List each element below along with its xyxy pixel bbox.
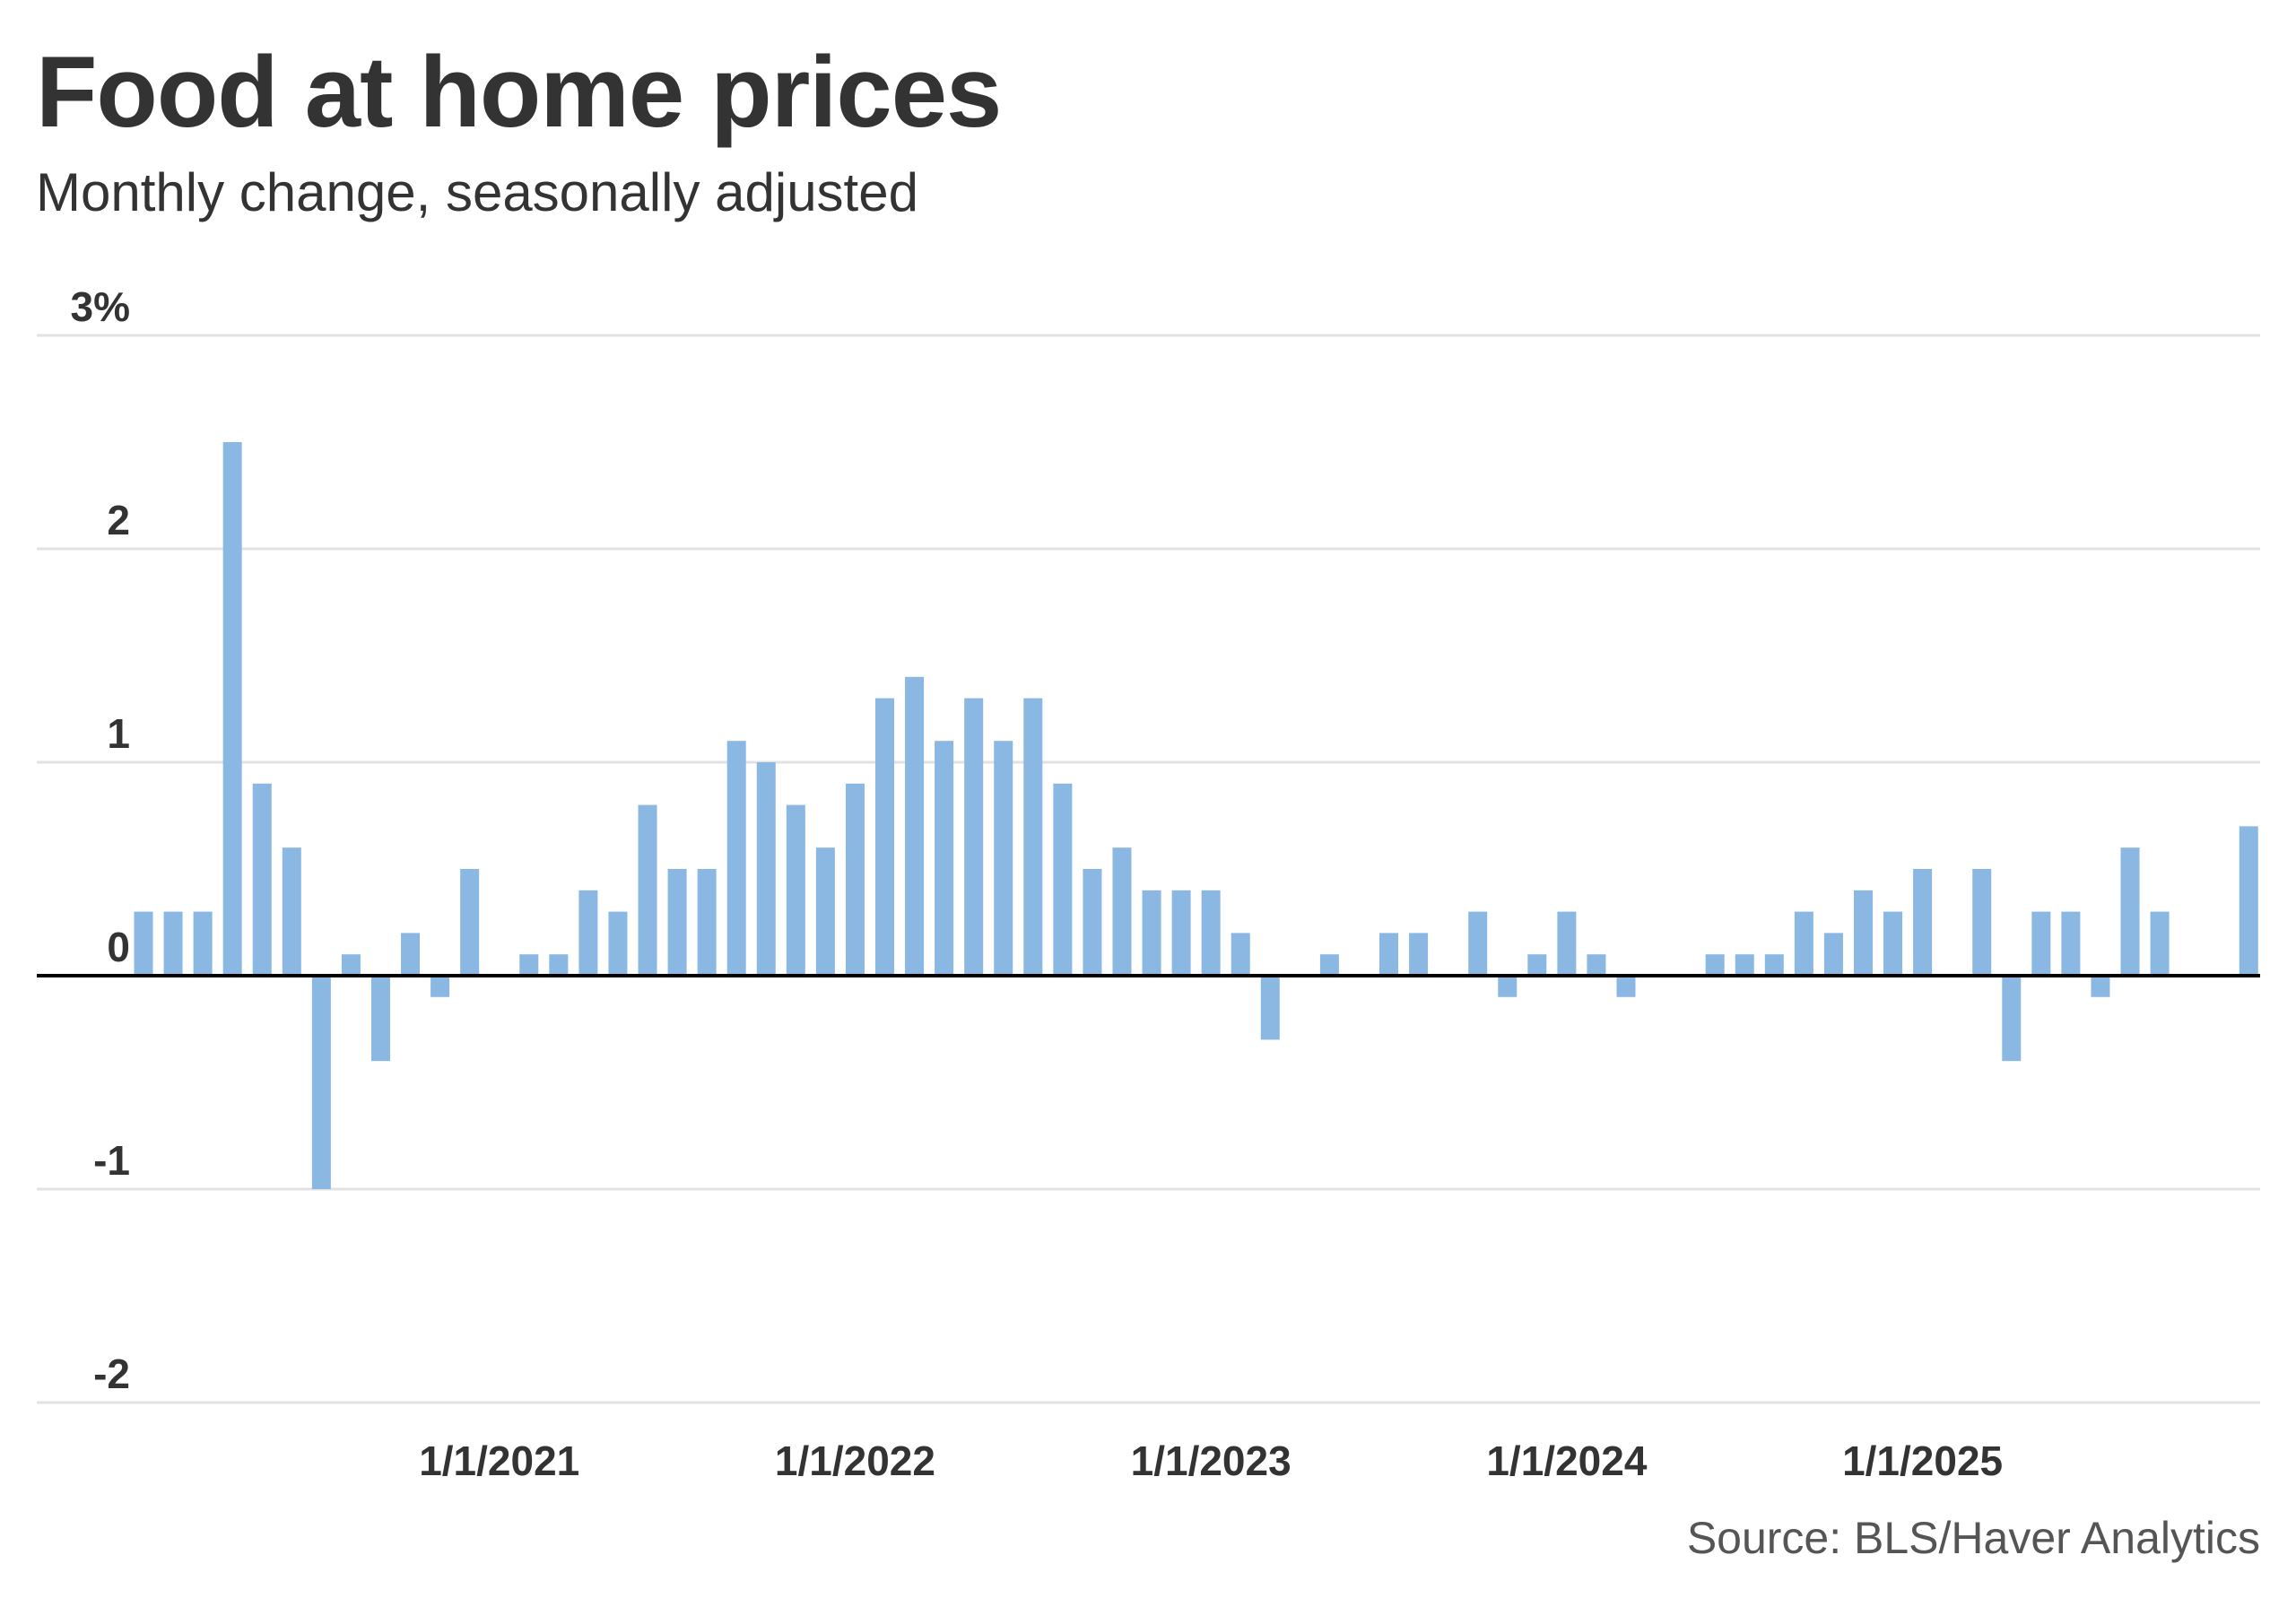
bar (756, 762, 776, 976)
bar (697, 869, 717, 976)
bar (1083, 869, 1102, 976)
bar (222, 442, 242, 976)
bar (370, 976, 390, 1062)
bar (460, 869, 480, 976)
bar (1616, 976, 1636, 997)
bar (2150, 911, 2170, 976)
bar (1735, 954, 1754, 976)
bar (134, 911, 153, 976)
bar (193, 911, 213, 976)
bar (2002, 976, 2022, 1062)
bar (1823, 933, 1843, 976)
bar (578, 890, 598, 976)
bar (1379, 933, 1399, 976)
bar (786, 804, 805, 976)
bar (430, 976, 450, 997)
y-tick-label: 3% (71, 283, 130, 330)
bar (1231, 933, 1250, 976)
bar (1527, 954, 1547, 976)
bar (667, 869, 687, 976)
bar (726, 741, 746, 976)
bar (1171, 890, 1191, 976)
bar (1705, 954, 1725, 976)
bar (1260, 976, 1280, 1040)
bar (252, 783, 272, 976)
chart-subtitle: Monthly change, seasonally adjusted (36, 162, 918, 222)
bar (1764, 954, 1784, 976)
bar (964, 698, 984, 976)
source-note: Source: BLS/Haver Analytics (1686, 1513, 2260, 1563)
x-tick-label: 1/1/2023 (1131, 1438, 1292, 1484)
bar (341, 954, 361, 976)
bar (1053, 783, 1073, 976)
y-tick-label: 2 (107, 497, 130, 543)
bar (1853, 890, 1873, 976)
bar (875, 698, 894, 976)
bar (282, 847, 301, 976)
bar (1142, 890, 1161, 976)
bar (311, 976, 331, 1189)
bar (1409, 933, 1429, 976)
x-tick-label: 1/1/2025 (1842, 1438, 2003, 1484)
bar (549, 954, 569, 976)
bar (1023, 698, 1043, 976)
bar (401, 933, 421, 976)
x-tick-label: 1/1/2021 (419, 1438, 579, 1484)
bar (1498, 976, 1518, 997)
bar (1972, 869, 1992, 976)
bar (1913, 869, 1933, 976)
bar (815, 847, 835, 976)
bar (2061, 911, 2081, 976)
bar (1587, 954, 1606, 976)
y-tick-label: -1 (93, 1137, 130, 1184)
bar (2120, 847, 2140, 976)
bar (608, 911, 628, 976)
bar (1794, 911, 1813, 976)
bar (2091, 976, 2110, 997)
bar (1883, 911, 1903, 976)
y-tick-label: 0 (107, 924, 130, 970)
bar (994, 741, 1013, 976)
bar (845, 783, 865, 976)
chart-title: Food at home prices (36, 36, 1002, 148)
bar (1112, 847, 1132, 976)
y-tick-label: -2 (93, 1351, 130, 1397)
bar (905, 676, 925, 976)
bar (1319, 954, 1339, 976)
bar (163, 911, 183, 976)
bar (1201, 890, 1221, 976)
bar (1468, 911, 1488, 976)
bar (2239, 826, 2258, 976)
x-tick-label: 1/1/2024 (1486, 1438, 1647, 1484)
y-tick-label: 1 (107, 710, 130, 757)
bar (519, 954, 539, 976)
bar (638, 804, 657, 976)
bar (935, 741, 954, 976)
bar (2031, 911, 2051, 976)
x-tick-label: 1/1/2022 (775, 1438, 935, 1484)
bar (1557, 911, 1577, 976)
